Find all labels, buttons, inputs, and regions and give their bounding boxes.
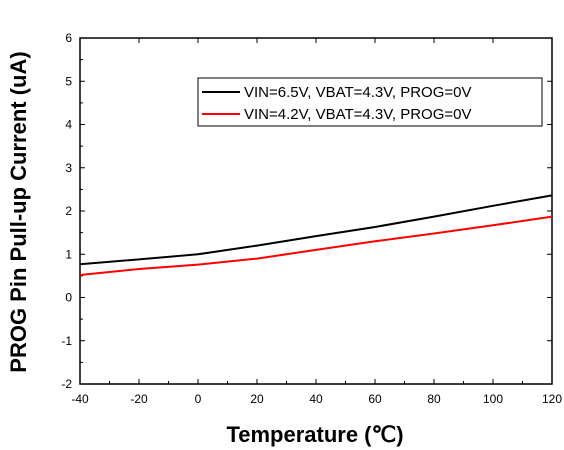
x-tick-label: 0	[195, 392, 202, 406]
y-tick-label: 0	[65, 291, 72, 305]
y-tick-label: 1	[65, 247, 72, 261]
legend: VIN=6.5V, VBAT=4.3V, PROG=0V VIN=4.2V, VB…	[197, 77, 543, 127]
y-tick-label: -2	[61, 377, 72, 391]
legend-label-1: VIN=6.5V, VBAT=4.3V, PROG=0V	[244, 84, 472, 101]
series-layer	[79, 194, 553, 276]
x-tick-label: -20	[130, 392, 148, 406]
y-axis: -2 -1 0 1 2 3 4 5 6	[61, 31, 552, 391]
y-tick-label: 3	[65, 161, 72, 175]
x-tick-label: 120	[542, 392, 562, 406]
series-line-1	[79, 194, 553, 266]
y-tick-label: -1	[61, 334, 72, 348]
x-axis-title: Temperature (℃)	[226, 422, 403, 447]
x-tick-label: 100	[483, 392, 503, 406]
y-axis-title: PROG Pin Pull-up Current (uA)	[6, 51, 31, 372]
y-tick-label: 5	[65, 74, 72, 88]
legend-label-2: VIN=4.2V, VBAT=4.3V, PROG=0V	[244, 106, 472, 123]
y-tick-label: 2	[65, 204, 72, 218]
x-tick-label: 40	[309, 392, 323, 406]
x-axis: -40 -20 0 20 40 60 80 100 120	[71, 38, 562, 406]
x-tick-label: 20	[250, 392, 264, 406]
y-tick-label: 6	[65, 31, 72, 45]
y-tick-label: 4	[65, 118, 72, 132]
x-tick-label: 60	[368, 392, 382, 406]
x-tick-label: 80	[427, 392, 441, 406]
x-tick-label: -40	[71, 392, 89, 406]
legend-box	[197, 77, 543, 127]
series-line-2	[79, 215, 553, 276]
